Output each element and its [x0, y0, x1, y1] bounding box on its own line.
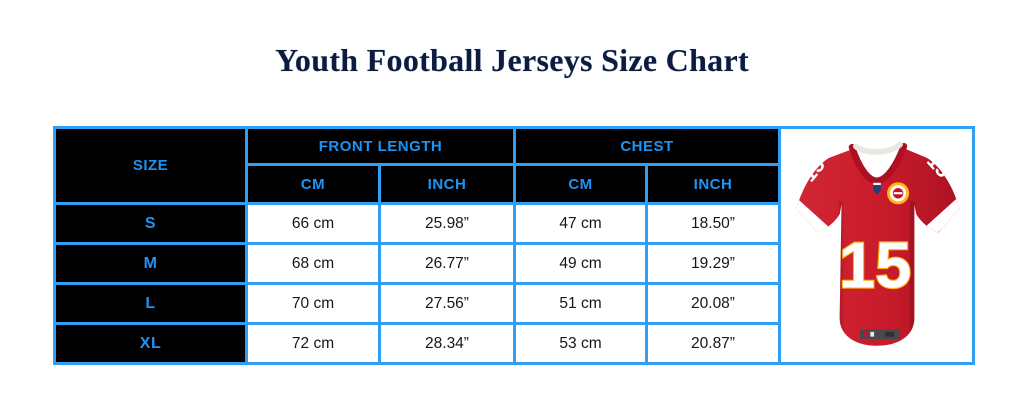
value-cell: 25.98” [378, 202, 516, 245]
value-cell: 47 cm [513, 202, 648, 245]
table-row-xl: XL 72 cm 28.34” 53 cm 20.87” [53, 322, 974, 365]
size-cell: S [53, 202, 248, 245]
jersey-image: 15 15 15 [795, 141, 959, 346]
jock-tag [859, 328, 900, 339]
page-title: Youth Football Jerseys Size Chart [275, 42, 749, 78]
header-front-cm: CM [245, 163, 381, 205]
header-size: SIZE [53, 126, 248, 205]
value-cell: 68 cm [245, 242, 381, 285]
value-cell: 66 cm [245, 202, 381, 245]
jersey-chest-number: 15 [838, 228, 911, 301]
header-chest-cm: CM [513, 163, 648, 205]
header-front-inch: INCH [378, 163, 516, 205]
shade-right [909, 200, 915, 340]
size-chart-table: SIZE FRONT LENGTH CHEST [53, 126, 975, 365]
value-cell: 20.87” [645, 322, 781, 365]
table-row-m: M 68 cm 26.77” 49 cm 19.29” [53, 242, 974, 285]
value-cell: 49 cm [513, 242, 648, 285]
value-cell: 18.50” [645, 202, 781, 245]
value-cell: 53 cm [513, 322, 648, 365]
value-cell: 28.34” [378, 322, 516, 365]
jersey-body [795, 147, 959, 346]
header-chest-inch: INCH [645, 163, 781, 205]
table-row-s: S 66 cm 25.98” 47 cm 18.50” [53, 202, 974, 245]
size-cell: M [53, 242, 248, 285]
nfl-shield-icon [872, 182, 881, 194]
value-cell: 20.08” [645, 282, 781, 325]
value-cell: 27.56” [378, 282, 516, 325]
size-chart-container: SIZE FRONT LENGTH CHEST [53, 126, 975, 365]
size-cell: L [53, 282, 248, 325]
value-cell: 72 cm [245, 322, 381, 365]
table-row-l: L 70 cm 27.56” 51 cm 20.08” [53, 282, 974, 325]
inner-collar [852, 141, 903, 155]
size-cell: XL [53, 322, 248, 365]
collar-trim [848, 142, 907, 184]
value-cell: 51 cm [513, 282, 648, 325]
header-front-length: FRONT LENGTH [245, 126, 516, 166]
value-cell: 70 cm [245, 282, 381, 325]
value-cell: 19.29” [645, 242, 781, 285]
jersey-image-cell: 15 15 15 [778, 126, 975, 365]
value-cell: 26.77” [378, 242, 516, 285]
chiefs-patch-icon [886, 181, 909, 204]
header-chest: CHEST [513, 126, 781, 166]
nike-swoosh-icon [929, 229, 956, 243]
shade-left [838, 200, 843, 340]
